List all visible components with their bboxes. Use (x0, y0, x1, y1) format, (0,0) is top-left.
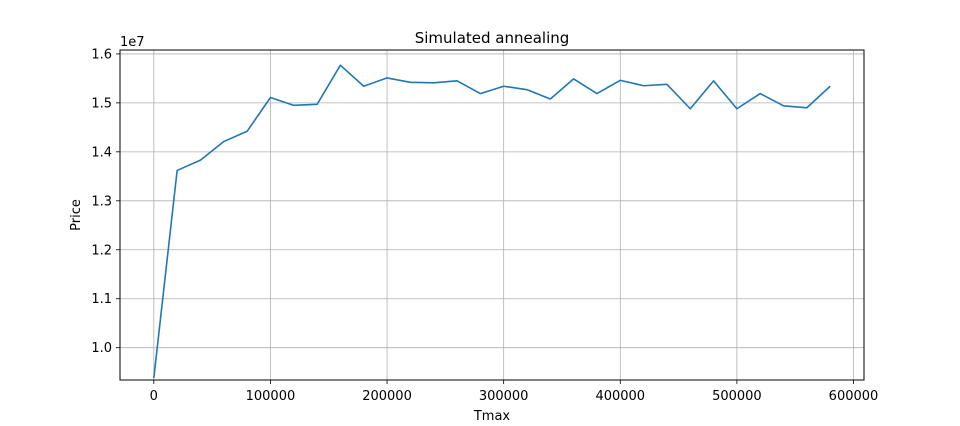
x-tick-label: 300000 (479, 389, 529, 404)
y-tick-label: 1.0 (91, 341, 112, 356)
y-tick-label: 1.6 (91, 47, 112, 62)
y-offset-label: 1e7 (120, 35, 145, 50)
x-axis-label: Tmax (473, 409, 511, 424)
x-tick-label: 0 (150, 389, 158, 404)
x-tick-label: 500000 (712, 389, 762, 404)
chart-title: Simulated annealing (415, 29, 570, 47)
x-tick-label: 100000 (246, 389, 296, 404)
x-axis: 0 100000 200000 300000 400000 500000 600000 (150, 380, 879, 404)
y-tick-label: 1.4 (91, 145, 112, 160)
y-axis: 1.0 1.1 1.2 1.3 1.4 1.5 1.6 (91, 47, 120, 356)
y-axis-label: Price (69, 199, 84, 231)
y-tick-label: 1.2 (91, 243, 112, 258)
y-tick-label: 1.5 (91, 96, 112, 111)
x-tick-label: 200000 (362, 389, 412, 404)
y-tick-label: 1.1 (91, 292, 112, 307)
y-tick-label: 1.3 (91, 194, 112, 209)
grid (120, 50, 864, 380)
axes-frame (119, 49, 865, 381)
plot-area (153, 64, 831, 379)
series-line (153, 64, 831, 379)
x-tick-label: 400000 (595, 389, 645, 404)
x-tick-label: 600000 (829, 389, 879, 404)
